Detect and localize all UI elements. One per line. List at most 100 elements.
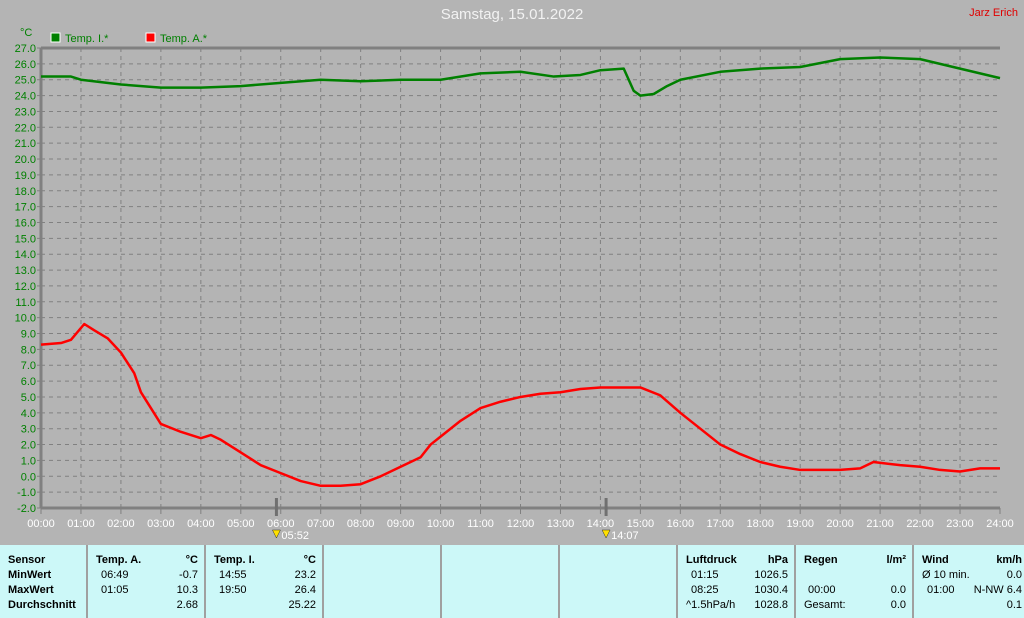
y-tick-label: 1.0 xyxy=(21,455,36,467)
y-tick-label: 6.0 xyxy=(21,376,36,388)
temp-i-header: Temp. I. xyxy=(214,554,255,566)
row-label-avg: Durchschnitt xyxy=(8,599,76,611)
author-label: Jarz Erich xyxy=(969,7,1018,19)
x-tick-label: 20:00 xyxy=(826,518,854,530)
series-line-temp-a xyxy=(40,322,1000,488)
sensor-header: Sensor xyxy=(8,554,46,566)
regen-value: 0.0 xyxy=(890,584,906,596)
legend-swatch xyxy=(145,32,156,43)
y-tick-label: 25.0 xyxy=(15,75,36,87)
temp-i-column: Temp. I. °C 14:55 23.2 19:50 26.4 25.22 xyxy=(206,545,324,618)
luftdruck-unit: hPa xyxy=(767,554,788,566)
y-tick-label: 8.0 xyxy=(21,344,36,356)
annotation-label: 05:52 xyxy=(281,530,309,542)
x-tick-label: 02:00 xyxy=(107,518,135,530)
temp-i-max-time: 19:50 xyxy=(219,584,247,596)
y-tick-label: 10.0 xyxy=(15,313,36,325)
temp-i-avg: 25.22 xyxy=(288,599,316,611)
x-tick-label: 17:00 xyxy=(707,518,735,530)
temp-i-max: 26.4 xyxy=(294,584,316,596)
luftdruck-min: 1026.5 xyxy=(754,569,788,581)
series-line-temp-i xyxy=(41,56,1001,97)
legend-label: Temp. A.* xyxy=(160,33,208,45)
temp-a-header: Temp. A. xyxy=(96,554,142,566)
wind-header: Wind xyxy=(922,554,949,566)
x-tick-label: 10:00 xyxy=(427,518,455,530)
x-tick-label: 23:00 xyxy=(946,518,974,530)
luftdruck-trend: ^1.5hPa/h xyxy=(686,599,736,611)
y-tick-label: 16.0 xyxy=(15,217,36,229)
luftdruck-avg: 1028.8 xyxy=(754,599,788,611)
temp-a-max-time: 01:05 xyxy=(101,584,129,596)
y-tick-label: -1.0 xyxy=(17,487,36,499)
empty-column xyxy=(560,545,678,618)
y-tick-label: 9.0 xyxy=(21,329,36,341)
legend-label: Temp. I.* xyxy=(65,33,109,45)
x-tick-label: 21:00 xyxy=(866,518,894,530)
wind-column: Wind km/h Ø 10 min. 0.0 01:00 N-NW 6.4 0.1 xyxy=(914,545,1024,618)
x-tick-label: 18:00 xyxy=(746,518,774,530)
x-tick-label: 11:00 xyxy=(467,518,494,530)
temp-a-min-time: 06:49 xyxy=(101,569,129,581)
x-tick-label: 05:00 xyxy=(227,518,255,530)
y-tick-label: 21.0 xyxy=(15,138,36,150)
x-tick-label: 08:00 xyxy=(347,518,375,530)
y-tick-label: 24.0 xyxy=(15,91,36,103)
x-tick-label: 13:00 xyxy=(547,518,575,530)
empty-column xyxy=(324,545,442,618)
row-label-max: MaxWert xyxy=(8,584,54,596)
y-tick-label: 26.0 xyxy=(15,59,36,71)
regen-unit: l/m² xyxy=(886,554,906,566)
annotation-label: 14:07 xyxy=(611,530,639,542)
x-tick-label: 14:00 xyxy=(587,518,615,530)
wind-max: N-NW 6.4 xyxy=(973,584,1022,596)
x-tick-label: 01:00 xyxy=(67,518,95,530)
temp-a-column: Temp. A. °C 06:49 -0.7 01:05 10.3 2.68 xyxy=(88,545,206,618)
regen-total: 0.0 xyxy=(890,599,906,611)
x-tick-label: 06:00 xyxy=(267,518,295,530)
temp-a-max: 10.3 xyxy=(176,584,198,596)
temp-a-unit: °C xyxy=(185,554,198,566)
x-tick-label: 19:00 xyxy=(786,518,814,530)
chart-title: Samstag, 15.01.2022 xyxy=(440,6,584,23)
y-tick-label: 22.0 xyxy=(15,122,36,134)
luftdruck-max: 1030.4 xyxy=(754,584,788,596)
y-tick-label: 19.0 xyxy=(15,170,36,182)
sunset-icon xyxy=(601,529,611,539)
temp-i-unit: °C xyxy=(303,554,316,566)
y-tick-label: 15.0 xyxy=(15,233,36,245)
y-tick-label: 4.0 xyxy=(21,408,36,420)
regen-header: Regen xyxy=(804,554,838,566)
regen-column: Regen l/m² 00:00 0.0 Gesamt: 0.0 xyxy=(796,545,914,618)
y-tick-label: 17.0 xyxy=(15,202,36,214)
temp-a-min: -0.7 xyxy=(179,569,198,581)
y-tick-label: 5.0 xyxy=(21,392,36,404)
legend-swatch xyxy=(50,32,61,43)
regen-total-label: Gesamt: xyxy=(804,599,846,611)
x-tick-label: 22:00 xyxy=(906,518,934,530)
wind-mean: 0.1 xyxy=(1006,599,1022,611)
y-tick-label: 20.0 xyxy=(15,154,36,166)
y-tick-label: 11.0 xyxy=(15,297,36,309)
y-tick-label: 7.0 xyxy=(21,360,36,372)
y-tick-label: 18.0 xyxy=(15,186,36,198)
temp-a-avg: 2.68 xyxy=(176,599,198,611)
x-tick-label: 24:00 xyxy=(986,518,1014,530)
y-tick-label: 14.0 xyxy=(15,249,36,261)
luftdruck-column: Luftdruck hPa 01:15 1026.5 08:25 1030.4 ^1.… xyxy=(678,545,796,618)
sunrise-icon xyxy=(272,529,281,539)
row-label-min: MinWert xyxy=(8,569,52,581)
x-tick-label: 16:00 xyxy=(667,518,695,530)
wind-avg-label: Ø 10 min. xyxy=(922,569,970,581)
y-tick-label: 27.0 xyxy=(15,43,36,55)
luftdruck-max-time: 08:25 xyxy=(691,584,719,596)
temp-i-min-time: 14:55 xyxy=(219,569,247,581)
empty-column xyxy=(442,545,560,618)
x-tick-label: 12:00 xyxy=(507,518,535,530)
x-tick-label: 00:00 xyxy=(27,518,55,530)
y-tick-label: 13.0 xyxy=(15,265,36,277)
temperature-chart: 27.0 26.0 25.0 24.0 23.0 22.0 21.0 20.0 19.0 18.0… xyxy=(15,27,1014,542)
x-tick-label: 09:00 xyxy=(387,518,415,530)
y-tick-label: 12.0 xyxy=(15,281,36,293)
x-tick-label: 07:00 xyxy=(307,518,335,530)
